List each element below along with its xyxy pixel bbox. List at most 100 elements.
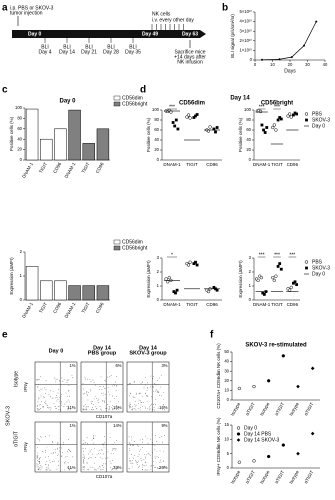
event-dot <box>164 409 165 411</box>
event-dot <box>47 468 49 470</box>
x-tick-label: DNAM-1 <box>21 161 34 179</box>
event-dot <box>146 400 148 402</box>
point <box>208 125 212 129</box>
event-dot <box>103 453 104 455</box>
event-dot <box>92 435 94 437</box>
panel-label: c <box>2 85 8 96</box>
x-tick-label: CD96 <box>95 301 105 314</box>
event-dot <box>116 385 117 387</box>
event-dot <box>91 409 92 410</box>
point <box>214 130 217 134</box>
event-dot <box>39 461 40 463</box>
event-dot <box>109 460 111 462</box>
panel-label: f <box>210 330 214 341</box>
legend-label: CD56bright <box>122 101 148 107</box>
event-dot <box>159 377 161 379</box>
event-dot <box>86 392 88 394</box>
event-dot <box>161 395 163 397</box>
event-dot <box>42 450 44 452</box>
x-tick-label: 10 <box>270 62 275 67</box>
event-dot <box>108 407 110 409</box>
event-dot <box>112 468 113 469</box>
event-dot <box>118 406 119 408</box>
y-tick-label: 30 <box>224 368 229 373</box>
bar <box>54 280 67 301</box>
event-dot <box>36 405 38 407</box>
event-dot <box>59 447 60 449</box>
event-dot <box>85 409 87 410</box>
event-dot <box>49 460 51 461</box>
event-dot <box>84 467 86 469</box>
point <box>295 283 299 286</box>
event-dot <box>47 466 49 468</box>
quadrant-value: 16% <box>159 405 168 410</box>
event-dot <box>102 444 104 445</box>
event-dot <box>132 395 134 397</box>
bar <box>82 285 95 301</box>
event-dot <box>72 456 73 458</box>
y-tick-label: 80 <box>154 117 159 122</box>
x-tick-label: DNAM-1 <box>163 162 181 167</box>
event-dot <box>50 469 52 471</box>
event-dot <box>159 395 160 396</box>
point <box>212 127 216 131</box>
y-axis-label: Positive cells (%) <box>146 117 151 152</box>
event-dot <box>115 389 117 391</box>
x-tick-label: Isotype <box>259 469 271 484</box>
x-tick-label: Isotype <box>288 469 300 484</box>
event-dot <box>48 456 49 457</box>
event-dot <box>85 378 86 380</box>
event-dot <box>103 447 105 449</box>
event-dot <box>163 451 164 453</box>
y-tick-label: 60 <box>246 127 251 132</box>
y-tick-label: 40 <box>224 359 229 364</box>
chart-title: CD56dim <box>179 101 205 107</box>
event-dot <box>38 466 40 468</box>
legend-swatch <box>113 245 121 251</box>
event-dot <box>86 437 88 438</box>
event-dot <box>67 409 69 411</box>
event-dot <box>142 465 144 467</box>
point <box>174 291 177 295</box>
event-dot <box>36 466 38 468</box>
y-tick-label: 40 <box>154 137 159 142</box>
point <box>293 111 297 115</box>
event-dot <box>37 386 39 388</box>
event-dot <box>145 377 147 379</box>
y-tick-label: 0 <box>250 57 253 62</box>
event-dot <box>66 382 68 383</box>
quadrant-value: 33% <box>113 465 122 470</box>
event-dot <box>154 445 156 447</box>
x-tick-label: DNAM-1 <box>64 161 77 179</box>
point <box>256 278 260 283</box>
event-dot <box>51 444 53 445</box>
y-axis-label: IFNγ+ CD56dim NK cells (%) <box>216 417 221 476</box>
x-tick-label: 40 <box>323 62 328 67</box>
event-dot <box>128 407 130 409</box>
point <box>288 288 292 292</box>
event-dot <box>137 456 139 457</box>
point <box>276 118 280 122</box>
event-dot <box>86 394 88 395</box>
event-dot <box>104 388 106 390</box>
event-dot <box>112 405 113 407</box>
event-dot <box>95 469 97 471</box>
event-dot <box>48 435 50 437</box>
y-tick-label: 10 <box>224 388 229 393</box>
event-dot <box>99 467 101 469</box>
x-tick-label: TIGIT <box>81 301 91 314</box>
point <box>274 128 278 132</box>
event-dot <box>38 458 40 460</box>
legend-label: Day 0 <box>244 425 257 431</box>
event-dot <box>101 389 103 391</box>
event-dot <box>66 380 68 382</box>
event-dot <box>149 404 151 406</box>
event-dot <box>140 460 142 461</box>
event-dot <box>59 396 61 398</box>
event-dot <box>58 460 59 462</box>
event-dot <box>128 468 130 469</box>
y-tick-label: 1×10¹⁰ <box>239 48 252 53</box>
y-tick-label: 20 <box>17 147 22 152</box>
event-dot <box>63 442 64 443</box>
point <box>212 286 216 289</box>
